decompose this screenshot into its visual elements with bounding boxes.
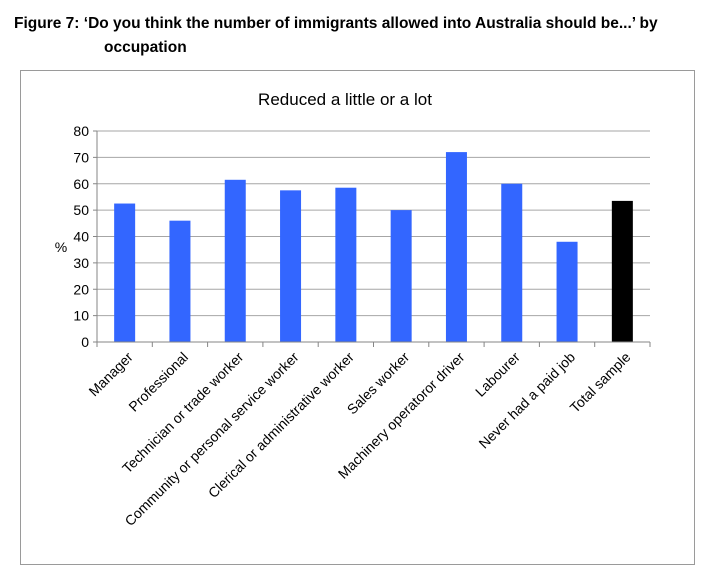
bar-manager xyxy=(114,203,136,342)
x-tick-label: Labourer xyxy=(472,349,523,400)
y-axis-label: % xyxy=(55,239,67,255)
bar-never-had-a-paid-job xyxy=(556,241,578,342)
bar-sales-worker xyxy=(390,210,412,342)
y-tick-label: 10 xyxy=(73,308,89,324)
y-tick-label: 80 xyxy=(73,123,89,139)
y-tick-labels: 0 10 20 30 40 50 60 70 80 xyxy=(73,123,89,350)
chart-title: Reduced a little or a lot xyxy=(258,90,432,109)
figure-caption: Figure 7: ‘Do you think the number of im… xyxy=(14,12,698,60)
bar-clerical-or-administrative-worker xyxy=(335,187,357,342)
y-tick-label: 70 xyxy=(73,149,89,165)
y-tick-label: 40 xyxy=(73,229,89,245)
caption-line-1: Figure 7: ‘Do you think the number of im… xyxy=(14,15,658,32)
y-tick-label: 50 xyxy=(73,202,89,218)
caption-line-2: occupation xyxy=(104,39,187,56)
bar-machinery-operatoror-driver xyxy=(445,152,467,342)
x-tick-label: Manager xyxy=(85,349,136,400)
y-tick-label: 20 xyxy=(73,281,89,297)
bars xyxy=(114,152,633,342)
axes xyxy=(93,130,651,347)
y-tick-label: 60 xyxy=(73,176,89,192)
x-tick-label: Never had a paid job xyxy=(475,349,578,452)
bar-total-sample xyxy=(611,200,633,342)
bar-labourer xyxy=(501,183,523,342)
bar-technician-or-trade-worker xyxy=(224,179,246,342)
bar-professional xyxy=(169,220,191,342)
y-tick-label: 30 xyxy=(73,255,89,271)
y-tick-label: 0 xyxy=(81,334,89,350)
bar-community-or-personal-service-worker xyxy=(280,190,302,342)
